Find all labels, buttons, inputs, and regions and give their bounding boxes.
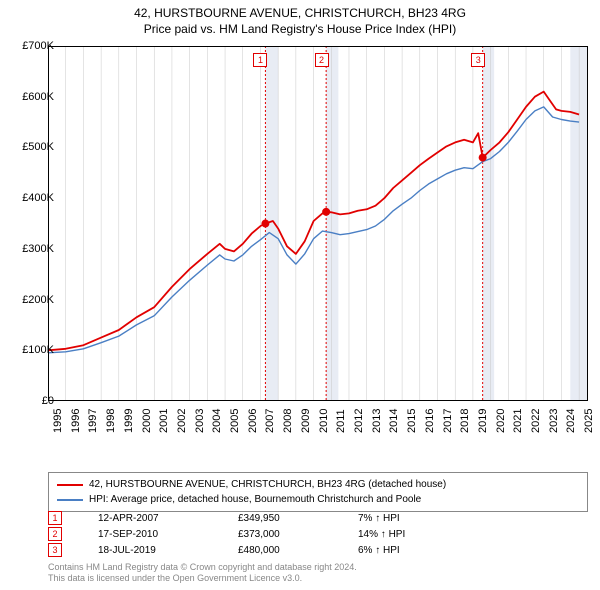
x-tick-label: 2009 [300,409,312,433]
legend-row-hpi: HPI: Average price, detached house, Bour… [57,492,579,507]
sales-row: 2 17-SEP-2010£373,00014% ↑ HPI [48,526,588,542]
x-tick-label: 2016 [424,409,436,433]
sales-table: 1 12-APR-2007£349,9507% ↑ HPI 2 17-SEP-2010… [48,510,588,558]
x-tick-label: 2004 [211,409,223,433]
legend-swatch-hpi [57,499,83,501]
x-tick-label: 2002 [176,409,188,433]
x-tick-label: 2017 [442,409,454,433]
x-tick-label: 1997 [87,409,99,433]
y-tick-label: £700K [22,40,54,52]
x-tick-label: 2021 [512,409,524,433]
callout-box: 1 [253,53,267,67]
title-line-1: 42, HURSTBOURNE AVENUE, CHRISTCHURCH, BH… [0,6,600,22]
chart-area [48,46,588,436]
callout-box: 2 [315,53,329,67]
sales-row: 1 12-APR-2007£349,9507% ↑ HPI [48,510,588,526]
sales-pct: 14% ↑ HPI [358,529,478,540]
x-tick-label: 2005 [229,409,241,433]
y-tick-label: £600K [22,91,54,103]
y-tick-label: £200K [22,294,54,306]
x-tick-label: 2020 [495,409,507,433]
x-tick-label: 2014 [388,409,400,433]
chart-container: 42, HURSTBOURNE AVENUE, CHRISTCHURCH, BH… [0,0,600,590]
x-tick-label: 2000 [141,409,153,433]
x-tick-label: 1998 [105,409,117,433]
sales-row: 3 18-JUL-2019£480,0006% ↑ HPI [48,542,588,558]
sales-price: £349,950 [238,513,358,524]
legend: 42, HURSTBOURNE AVENUE, CHRISTCHURCH, BH… [48,472,588,512]
sales-date: 18-JUL-2019 [98,545,238,556]
x-tick-label: 2001 [158,409,170,433]
legend-label-property: 42, HURSTBOURNE AVENUE, CHRISTCHURCH, BH… [89,477,446,492]
x-tick-label: 2015 [406,409,418,433]
x-tick-label: 1996 [70,409,82,433]
x-tick-label: 2012 [353,409,365,433]
sales-date: 17-SEP-2010 [98,529,238,540]
x-tick-label: 2025 [583,409,595,433]
x-tick-label: 2003 [194,409,206,433]
x-tick-label: 2023 [548,409,560,433]
title-block: 42, HURSTBOURNE AVENUE, CHRISTCHURCH, BH… [0,0,600,37]
footer-line-2: This data is licensed under the Open Gov… [48,573,357,584]
x-tick-label: 2018 [459,409,471,433]
callout-box: 3 [471,53,485,67]
y-tick-label: £400K [22,192,54,204]
y-tick-label: £300K [22,243,54,255]
footer-line-1: Contains HM Land Registry data © Crown c… [48,562,357,573]
sales-price: £373,000 [238,529,358,540]
x-tick-label: 2011 [335,409,347,433]
title-line-2: Price paid vs. HM Land Registry's House … [0,22,600,38]
footer: Contains HM Land Registry data © Crown c… [48,562,357,585]
sales-number-box: 2 [48,527,62,541]
x-tick-label: 2022 [530,409,542,433]
sales-number-box: 3 [48,543,62,557]
y-tick-label: £0 [42,395,54,407]
x-tick-label: 2006 [247,409,259,433]
x-tick-label: 2010 [318,409,330,433]
sales-pct: 6% ↑ HPI [358,545,478,556]
sales-number-box: 1 [48,511,62,525]
chart-svg [48,46,588,436]
y-tick-label: £100K [22,344,54,356]
sales-date: 12-APR-2007 [98,513,238,524]
x-tick-label: 1999 [123,409,135,433]
x-tick-label: 2008 [282,409,294,433]
y-tick-label: £500K [22,141,54,153]
x-tick-label: 2007 [264,409,276,433]
sales-pct: 7% ↑ HPI [358,513,478,524]
x-tick-label: 2019 [477,409,489,433]
x-tick-label: 1995 [52,409,64,433]
x-tick-label: 2013 [371,409,383,433]
sales-price: £480,000 [238,545,358,556]
legend-row-property: 42, HURSTBOURNE AVENUE, CHRISTCHURCH, BH… [57,477,579,492]
legend-label-hpi: HPI: Average price, detached house, Bour… [89,492,421,507]
x-tick-label: 2024 [565,409,577,433]
legend-swatch-property [57,484,83,486]
